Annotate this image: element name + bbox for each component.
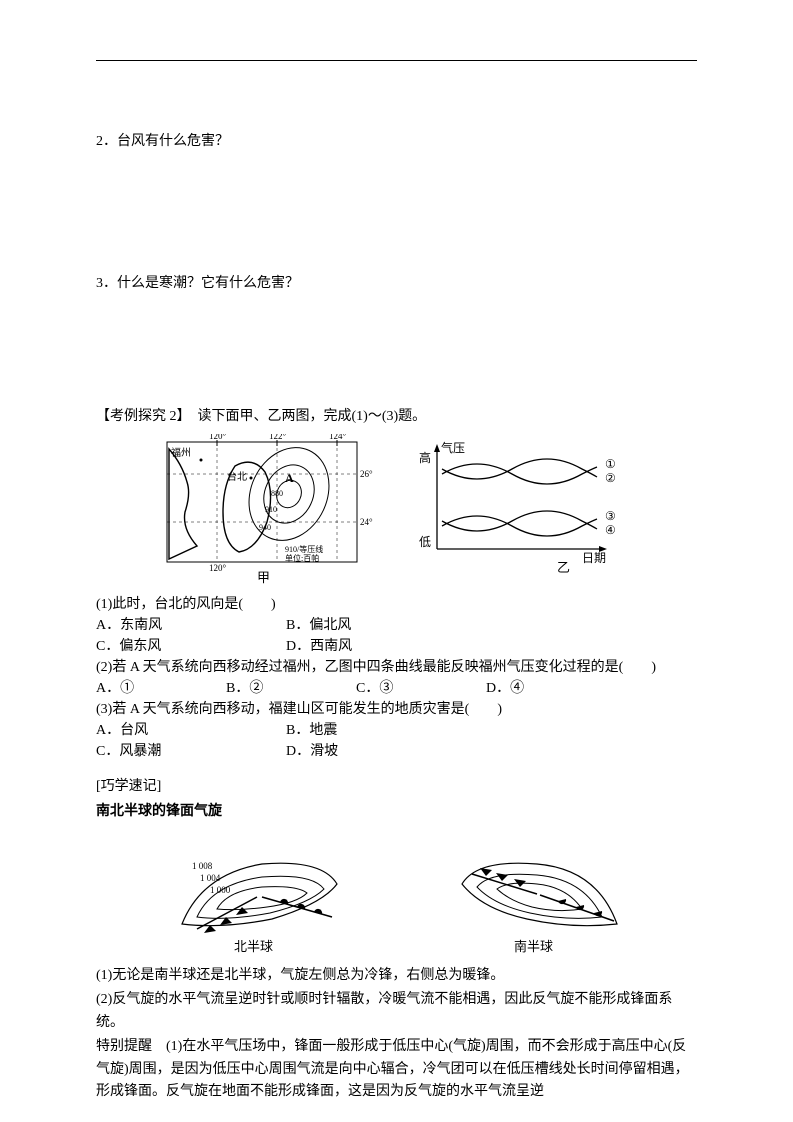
n-iso-1000: 1 000: [210, 885, 231, 895]
cyclone-south: 南半球: [442, 829, 632, 959]
q3-opt-b: B．地震: [286, 720, 476, 741]
q2-opt-a: A．①: [96, 678, 226, 699]
label-taipei: 台北: [227, 470, 247, 483]
label-A: A: [285, 471, 294, 485]
iso-880: 880: [271, 489, 283, 498]
curve-1: ①: [605, 457, 616, 471]
question-3: 3．什么是寒潮？它有什么危害？: [96, 273, 697, 295]
q2-opt-d: D．④: [486, 678, 616, 699]
q2-opt-b: B．②: [226, 678, 356, 699]
sub-q2-options: A．① B．② C．③ D．④: [96, 678, 697, 699]
unit-legend: 单位:百帕: [285, 553, 319, 563]
lon-120: 120°: [209, 434, 227, 441]
chart-caption: 乙: [557, 560, 570, 574]
curve-3: ③: [605, 509, 616, 523]
q1-opt-a: A．东南风: [96, 615, 286, 636]
y-low: 低: [419, 535, 431, 549]
sub-q3-options: A．台风 B．地震: [96, 720, 697, 741]
figure-row: 120° 122° 124° 26° 24° A 880 910 940 福州: [96, 434, 697, 584]
sub-q2-stem: (2)若 A 天气系统向西移动经过福州，乙图中四条曲线最能反映福州气压变化过程的…: [96, 657, 697, 678]
south-caption: 南半球: [514, 939, 553, 954]
figure-map: 120° 122° 124° 26° 24° A 880 910 940 福州: [157, 434, 377, 584]
para-3: 特别提醒 (1)在水平气压场中，锋面一般形成于低压中心(气旋)周围，而不会形成于…: [96, 1036, 697, 1103]
lat-24: 24°: [360, 517, 373, 527]
x-axis-label: 日期: [582, 551, 606, 565]
example-2-title: 【考例探究 2】 读下面甲、乙两图，完成(1)～(3)题。: [96, 406, 697, 428]
north-caption: 北半球: [234, 939, 273, 954]
para-1: (1)无论是南半球还是北半球，气旋左侧总为冷锋，右侧总为暖锋。: [96, 965, 697, 987]
map-caption: 甲: [257, 570, 270, 584]
q3-opt-a: A．台风: [96, 720, 286, 741]
lon-122: 122°: [269, 434, 287, 441]
question-2: 2．台风有什么危害？: [96, 131, 697, 153]
q1-opt-d: D．西南风: [286, 636, 476, 657]
y-axis-label: 气压: [441, 440, 465, 455]
curve-4: ④: [605, 523, 616, 537]
sub-q1-options: A．东南风 B．偏北风: [96, 615, 697, 636]
q3-opt-c: C．风暴潮: [96, 741, 286, 762]
curve-2: ②: [605, 471, 616, 485]
tip-title: 南北半球的锋面气旋: [96, 799, 697, 821]
iso-910: 910: [265, 505, 277, 514]
question-2-text: 2．台风有什么危害？: [96, 134, 229, 149]
label-fuzhou: 福州: [171, 446, 191, 459]
isobar-legend: 910/等压线: [285, 544, 323, 554]
n-iso-1004: 1 004: [200, 873, 221, 883]
top-rule: [96, 60, 697, 61]
sub-q3-stem: (3)若 A 天气系统向西移动，福建山区可能发生的地质灾害是( ): [96, 699, 697, 720]
q1-opt-b: B．偏北风: [286, 615, 476, 636]
q3-opt-d: D．滑坡: [286, 741, 476, 762]
cyclone-figures: 1 008 1 004 1 000 北半球 南半球: [96, 829, 697, 959]
y-high: 高: [419, 450, 431, 465]
figure-chart: 高 低 气压 日期 ① ② ③ ④ 乙: [407, 434, 637, 574]
sub-q1-stem: (1)此时，台北的风向是( ): [96, 594, 697, 615]
iso-940: 940: [259, 523, 271, 532]
question-3-text: 3．什么是寒潮？它有什么危害？: [96, 276, 299, 291]
para-2: (2)反气旋的水平气流呈逆时针或顺时针辐散，冷暖气流不能相遇，因此反气旋不能形成…: [96, 989, 697, 1034]
lon-124: 124°: [329, 434, 347, 441]
n-iso-1008: 1 008: [192, 861, 213, 871]
q2-opt-c: C．③: [356, 678, 486, 699]
lat-26: 26°: [360, 469, 373, 479]
cyclone-north: 1 008 1 004 1 000 北半球: [162, 829, 352, 959]
tip-header: [巧学速记]: [96, 776, 697, 798]
q1-opt-c: C．偏东风: [96, 636, 286, 657]
lon-120b: 120°: [209, 563, 227, 573]
